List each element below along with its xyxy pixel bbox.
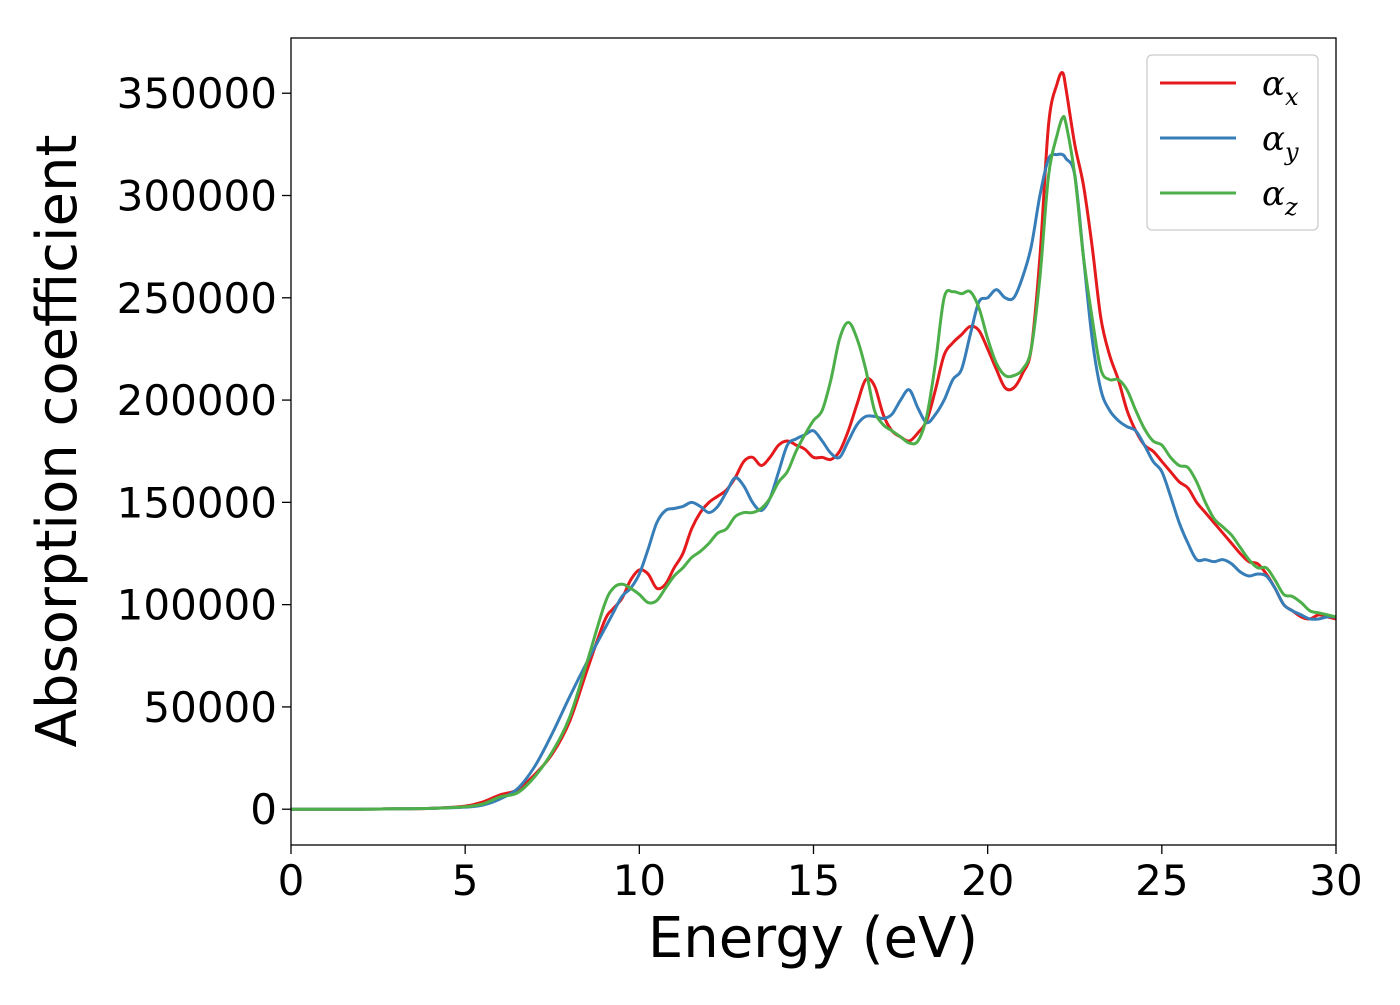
x-tick-label: 15 [787,856,840,905]
x-tick-label: 30 [1309,856,1362,905]
x-tick-label: 20 [961,856,1014,905]
axes-frame [290,37,1337,846]
y-tick-label: 100000 [117,581,277,630]
y-axis-ticks: 0 50000 100000 150000 200000 250000 300000 3500… [117,69,291,834]
legend-subscript: x [1285,83,1299,111]
y-tick-label: 200000 [117,376,277,425]
x-tick-label: 25 [1135,856,1188,905]
x-tick-label: 0 [278,856,305,905]
y-tick-label: 250000 [117,274,277,323]
x-tick-label: 10 [613,856,666,905]
y-tick-label: 150000 [117,478,277,527]
y-tick-label: 300000 [117,172,277,221]
y-tick-label: 50000 [143,683,277,732]
y-tick-label: 0 [250,785,277,834]
legend-symbol: α [1262,119,1285,159]
series-line-z [291,114,1336,811]
x-tick-label: 5 [452,856,479,905]
legend-symbol: α [1262,64,1285,104]
plot-area [291,71,1336,811]
series-line-y [291,152,1336,811]
legend-label-z: αz [1262,174,1298,221]
y-axis-label: Absorption coefficient [25,135,90,748]
legend-label-y: αy [1262,119,1299,166]
x-axis-label: Energy (eV) [648,906,978,971]
y-tick-label: 350000 [117,69,277,118]
legend-box [1146,54,1319,231]
legend-subscript: z [1284,193,1298,221]
legend-subscript: y [1284,138,1299,166]
legend-label-x: αx [1262,64,1299,111]
x-axis-ticks: 0 5 10 15 20 25 30 [278,845,1363,905]
series-line-x [291,71,1336,811]
legend-symbol: α [1262,174,1285,214]
